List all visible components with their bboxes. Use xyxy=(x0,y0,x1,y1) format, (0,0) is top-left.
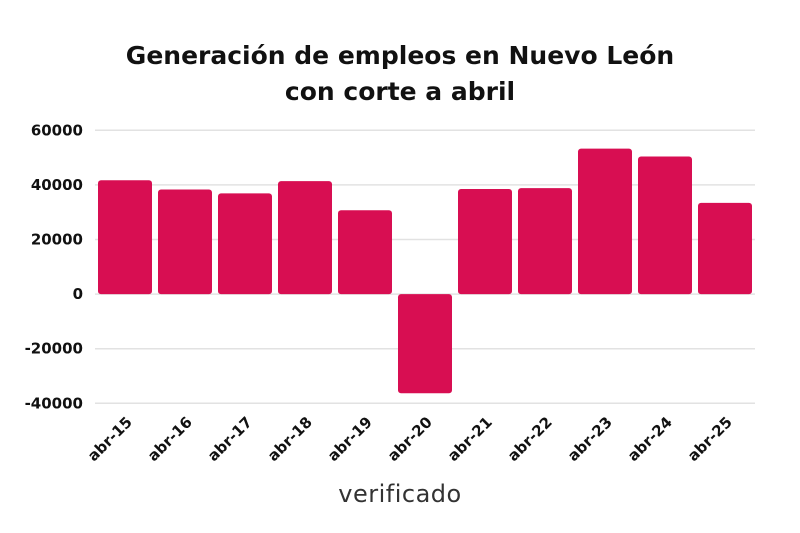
bar-abr-23 xyxy=(578,148,632,295)
chart-title: Generación de empleos en Nuevo León con … xyxy=(0,38,800,110)
y-tick-label: 40000 xyxy=(31,176,83,194)
x-tick-label: abr-25 xyxy=(684,413,736,465)
bar-abr-19 xyxy=(338,210,392,295)
y-tick-label: 20000 xyxy=(31,231,83,249)
bar-abr-21 xyxy=(458,188,512,295)
x-tick-label: abr-24 xyxy=(624,413,676,465)
x-tick-label: abr-21 xyxy=(444,413,496,465)
x-tick-label: abr-18 xyxy=(264,413,316,465)
bar-abr-15 xyxy=(98,180,152,295)
bar-abr-20 xyxy=(398,294,452,394)
x-tick-label: abr-20 xyxy=(384,413,436,465)
bar-abr-17 xyxy=(218,193,272,295)
bar-abr-16 xyxy=(158,189,212,295)
y-tick-label: -20000 xyxy=(25,340,83,358)
x-tick-label: abr-23 xyxy=(564,413,616,465)
verificado-logo: verificado xyxy=(0,480,800,508)
bar-abr-24 xyxy=(638,156,692,295)
y-tick-label: 0 xyxy=(73,285,83,303)
x-tick-label: abr-15 xyxy=(84,413,136,465)
x-tick-label: abr-17 xyxy=(204,413,256,465)
bar-abr-18 xyxy=(278,181,332,295)
logo-text: verificado xyxy=(338,480,462,508)
title-line-1: Generación de empleos en Nuevo León xyxy=(125,41,675,70)
bar-abr-22 xyxy=(518,188,572,295)
x-tick-label: abr-22 xyxy=(504,413,556,465)
y-tick-label: -40000 xyxy=(25,394,83,412)
title-line-2: con corte a abril xyxy=(284,77,516,106)
x-tick-label: abr-16 xyxy=(144,413,196,465)
bar-abr-25 xyxy=(698,202,752,295)
x-tick-label: abr-19 xyxy=(324,413,376,465)
y-tick-label: 60000 xyxy=(31,121,83,139)
